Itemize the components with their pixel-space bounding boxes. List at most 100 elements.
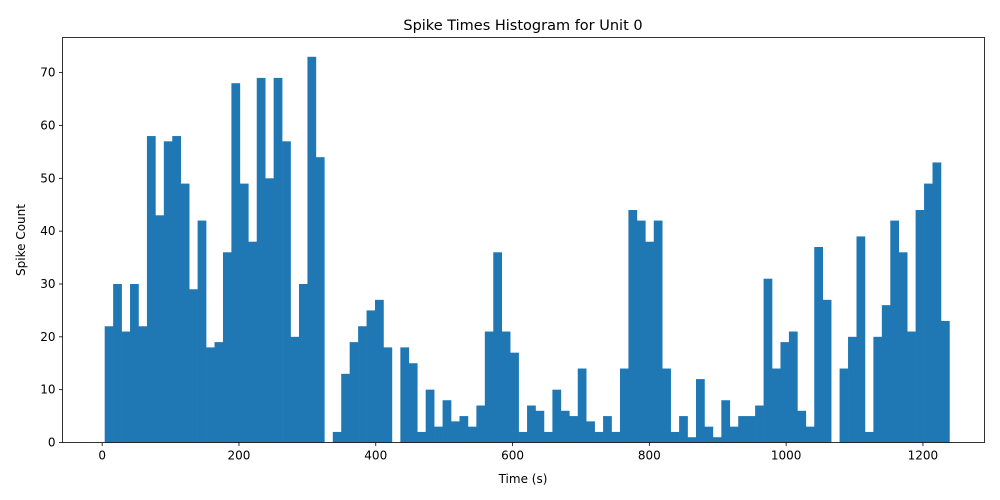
histogram-bar xyxy=(341,373,350,443)
bars-group xyxy=(104,56,950,443)
histogram-bar xyxy=(738,416,747,443)
histogram-bar xyxy=(298,283,308,443)
histogram-bar xyxy=(848,336,857,443)
histogram-bar xyxy=(611,431,621,443)
histogram-bar xyxy=(814,247,824,443)
histogram-bar xyxy=(349,342,359,443)
histogram-bar xyxy=(535,410,545,443)
histogram-bar xyxy=(239,183,249,443)
histogram-bar xyxy=(746,416,756,443)
histogram-bar xyxy=(484,331,494,443)
histogram-bar xyxy=(890,220,900,443)
histogram-bar xyxy=(172,136,182,443)
y-tick-label: 0 xyxy=(48,436,56,450)
histogram-bar xyxy=(577,368,587,443)
histogram-bar xyxy=(138,326,148,443)
x-tick-label: 1200 xyxy=(908,449,939,463)
histogram-bar xyxy=(898,252,908,443)
histogram-bar xyxy=(146,136,156,443)
histogram-bar xyxy=(425,389,435,443)
histogram-bar xyxy=(560,410,570,443)
y-axis-label: Spike Count xyxy=(14,204,28,276)
y-axis-ticks: 0 10 20 30 40 50 60 70 xyxy=(40,66,63,450)
histogram-bar xyxy=(670,431,680,443)
histogram-bar xyxy=(113,283,122,443)
histogram-bar xyxy=(248,241,258,443)
histogram-bar xyxy=(290,336,300,443)
histogram-bar xyxy=(569,416,579,443)
x-axis-label: Time (s) xyxy=(498,472,548,486)
histogram-bar xyxy=(932,162,942,443)
histogram-bar xyxy=(282,141,291,443)
histogram-bar xyxy=(805,426,815,443)
chart-title: Spike Times Histogram for Unit 0 xyxy=(403,18,642,34)
histogram-bar xyxy=(586,421,595,443)
histogram-bar xyxy=(273,77,283,443)
y-tick-label: 30 xyxy=(40,277,55,291)
histogram-bar xyxy=(653,220,663,443)
histogram-bar xyxy=(662,368,671,443)
histogram-bar xyxy=(493,252,503,443)
histogram-bar xyxy=(189,289,198,443)
y-tick-label: 60 xyxy=(40,118,55,132)
histogram-bar xyxy=(501,331,511,443)
histogram-bar xyxy=(383,347,393,443)
histogram-bar xyxy=(206,347,215,443)
histogram-bar xyxy=(434,426,443,443)
histogram-bar xyxy=(628,210,638,443)
y-tick-label: 10 xyxy=(40,383,55,397)
histogram-bar xyxy=(881,305,891,443)
histogram-bar xyxy=(636,220,646,443)
histogram-bar xyxy=(772,368,781,443)
histogram-bar xyxy=(907,331,916,443)
histogram-bar xyxy=(332,431,342,443)
histogram-bar xyxy=(864,431,874,443)
x-tick-label: 400 xyxy=(364,449,387,463)
x-tick-label: 800 xyxy=(638,449,661,463)
histogram-bar xyxy=(307,56,317,443)
histogram-bar xyxy=(619,368,629,443)
y-tick-label: 40 xyxy=(40,224,55,238)
histogram-bar xyxy=(552,389,562,443)
plot-frame xyxy=(62,37,985,443)
x-tick-label: 1000 xyxy=(771,449,802,463)
x-tick-label: 600 xyxy=(501,449,524,463)
y-tick-label: 20 xyxy=(40,330,55,344)
histogram-bar xyxy=(712,437,722,443)
histogram-bar xyxy=(729,426,739,443)
histogram-bar xyxy=(788,331,798,443)
histogram-bar xyxy=(915,210,925,443)
histogram-bar xyxy=(163,141,173,443)
histogram-bar xyxy=(687,437,697,443)
histogram-bar xyxy=(375,299,384,443)
histogram-bar xyxy=(197,220,207,443)
histogram-bar xyxy=(476,405,486,443)
histogram-bar xyxy=(222,252,232,443)
histogram-bar xyxy=(130,283,139,443)
histogram-bar xyxy=(543,431,553,443)
histogram-bar xyxy=(408,363,418,443)
histogram-bar xyxy=(873,336,883,443)
histogram-bar xyxy=(704,426,714,443)
histogram-bar xyxy=(822,299,832,443)
y-tick-label: 50 xyxy=(40,171,55,185)
histogram-bar xyxy=(214,342,224,443)
histogram-bar xyxy=(679,416,688,443)
histogram-bar xyxy=(510,352,519,443)
histogram-bar xyxy=(467,426,477,443)
histogram-bar xyxy=(518,431,528,443)
histogram-bar xyxy=(121,331,131,443)
y-tick-label: 70 xyxy=(40,66,55,80)
histogram-bar xyxy=(780,342,790,443)
histogram-bar xyxy=(721,400,731,443)
histogram-bar xyxy=(180,183,190,443)
histogram-bar xyxy=(442,400,452,443)
histogram-bar xyxy=(231,83,241,443)
histogram-bar xyxy=(417,431,426,443)
histogram-bar xyxy=(315,157,325,443)
histogram-bar xyxy=(358,326,367,443)
histogram-bar xyxy=(856,236,866,443)
x-axis-ticks: 0 200 400 600 800 1000 1200 xyxy=(98,442,939,463)
histogram-bar xyxy=(527,405,536,443)
